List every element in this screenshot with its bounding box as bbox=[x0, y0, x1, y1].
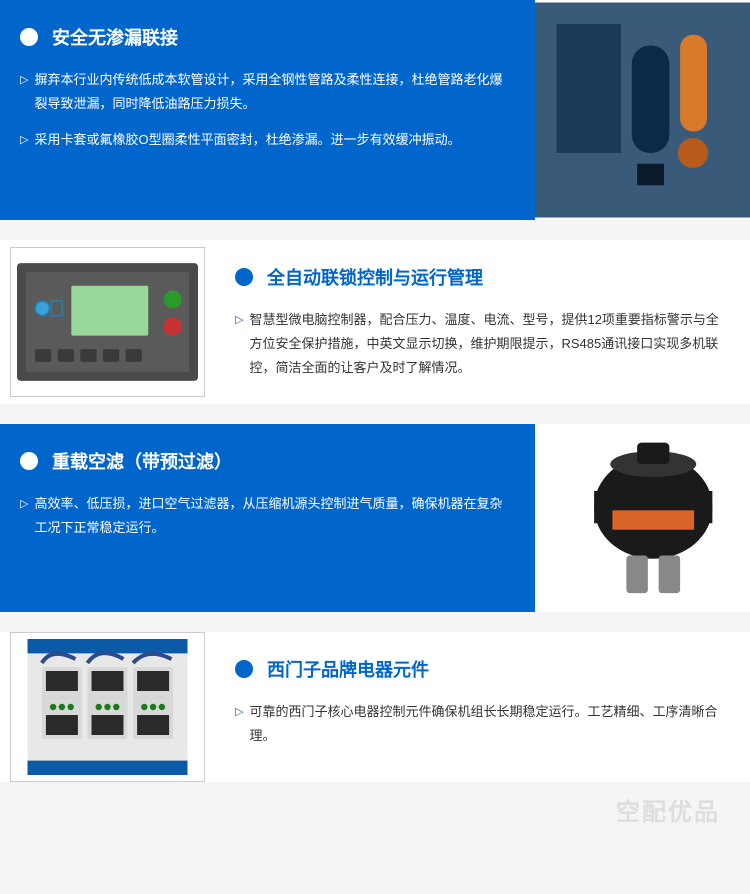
text-block: 安全无渗漏联接 ▷摒弃本行业内传统低成本软管设计，采用全钢性管路及柔性连接，杜绝管… bbox=[0, 0, 535, 220]
paragraph-text: 智慧型微电脑控制器，配合压力、温度、电流、型号，提供12项重要指标警示与全方位安… bbox=[249, 308, 730, 380]
bullet-circle-icon bbox=[235, 268, 253, 286]
product-image-control-panel bbox=[0, 240, 215, 404]
paragraph-text: 高效率、低压损，进口空气过滤器，从压缩机源头控制进气质量，确保机器在复杂工况下正… bbox=[34, 492, 515, 540]
feature-paragraph: ▷摒弃本行业内传统低成本软管设计，采用全钢性管路及柔性连接，杜绝管路老化爆裂导致… bbox=[20, 68, 515, 116]
text-block: 全自动联锁控制与运行管理 ▷智慧型微电脑控制器，配合压力、温度、电流、型号，提供1… bbox=[215, 240, 750, 404]
heading-text: 全自动联锁控制与运行管理 bbox=[267, 264, 483, 290]
feature-paragraph: ▷采用卡套或氟橡胶O型圈柔性平面密封，杜绝渗漏。进一步有效缓冲振动。 bbox=[20, 128, 515, 152]
product-image-siemens-contactors bbox=[0, 632, 215, 782]
product-image-compressor-interior bbox=[535, 0, 750, 220]
bullet-circle-icon bbox=[20, 452, 38, 470]
feature-section-0: 安全无渗漏联接 ▷摒弃本行业内传统低成本软管设计，采用全钢性管路及柔性连接，杜绝管… bbox=[0, 0, 750, 220]
bullet-circle-icon bbox=[20, 28, 38, 46]
triangle-bullet-icon: ▷ bbox=[20, 128, 28, 152]
feature-paragraph: ▷高效率、低压损，进口空气过滤器，从压缩机源头控制进气质量，确保机器在复杂工况下… bbox=[20, 492, 515, 540]
heading-text: 安全无渗漏联接 bbox=[52, 24, 178, 50]
section-heading: 全自动联锁控制与运行管理 bbox=[235, 264, 730, 290]
text-block: 重载空滤（带预过滤） ▷高效率、低压损，进口空气过滤器，从压缩机源头控制进气质量，… bbox=[0, 424, 535, 612]
watermark-text: 空配优品 bbox=[0, 792, 750, 827]
paragraph-text: 可靠的西门子核心电器控制元件确保机组长长期稳定运行。工艺精细、工序清晰合理。 bbox=[249, 700, 730, 748]
paragraph-text: 采用卡套或氟橡胶O型圈柔性平面密封，杜绝渗漏。进一步有效缓冲振动。 bbox=[34, 128, 460, 152]
bullet-circle-icon bbox=[235, 660, 253, 678]
feature-section-3: 西门子品牌电器元件 ▷可靠的西门子核心电器控制元件确保机组长长期稳定运行。工艺精细… bbox=[0, 632, 750, 782]
triangle-bullet-icon: ▷ bbox=[20, 492, 28, 540]
section-heading: 安全无渗漏联接 bbox=[20, 24, 515, 50]
text-block: 西门子品牌电器元件 ▷可靠的西门子核心电器控制元件确保机组长长期稳定运行。工艺精细… bbox=[215, 632, 750, 782]
product-image-air-filter bbox=[535, 424, 750, 612]
triangle-bullet-icon: ▷ bbox=[20, 68, 28, 116]
section-heading: 重载空滤（带预过滤） bbox=[20, 448, 515, 474]
triangle-bullet-icon: ▷ bbox=[235, 700, 243, 748]
feature-section-2: 重载空滤（带预过滤） ▷高效率、低压损，进口空气过滤器，从压缩机源头控制进气质量，… bbox=[0, 424, 750, 612]
feature-paragraph: ▷可靠的西门子核心电器控制元件确保机组长长期稳定运行。工艺精细、工序清晰合理。 bbox=[235, 700, 730, 748]
feature-paragraph: ▷智慧型微电脑控制器，配合压力、温度、电流、型号，提供12项重要指标警示与全方位… bbox=[235, 308, 730, 380]
heading-text: 西门子品牌电器元件 bbox=[267, 656, 429, 682]
paragraph-text: 摒弃本行业内传统低成本软管设计，采用全钢性管路及柔性连接，杜绝管路老化爆裂导致泄… bbox=[34, 68, 515, 116]
feature-section-1: 全自动联锁控制与运行管理 ▷智慧型微电脑控制器，配合压力、温度、电流、型号，提供1… bbox=[0, 240, 750, 404]
heading-text: 重载空滤（带预过滤） bbox=[52, 448, 232, 474]
section-heading: 西门子品牌电器元件 bbox=[235, 656, 730, 682]
triangle-bullet-icon: ▷ bbox=[235, 308, 243, 380]
